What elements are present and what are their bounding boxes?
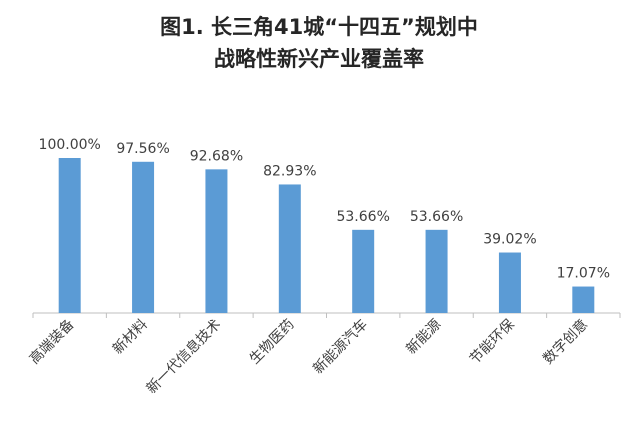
chart-title-line-2: 战略性新兴产业覆盖率	[214, 47, 424, 71]
data-label: 97.56%	[116, 141, 169, 157]
bar	[425, 229, 448, 313]
data-label: 100.00%	[39, 137, 101, 153]
bar	[278, 184, 301, 313]
x-tick-label: 新能源	[403, 317, 444, 358]
data-label: 92.68%	[190, 148, 243, 164]
x-tick-label: 数字创意	[540, 316, 592, 368]
bar	[132, 161, 155, 313]
x-tick-label: 高端装备	[26, 316, 78, 368]
data-label: 53.66%	[336, 209, 389, 225]
bar	[205, 169, 228, 313]
chart-title-line-1: 图1. 长三角41城“十四五”规划中	[160, 15, 478, 39]
x-tick-label: 节能环保	[467, 317, 518, 368]
x-tick-label: 新材料	[110, 317, 151, 358]
data-label: 53.66%	[410, 209, 463, 225]
x-tick-label: 生物医药	[247, 317, 298, 368]
bar	[58, 158, 81, 313]
x-tick-label: 新一代信息技术	[143, 316, 224, 397]
bar	[572, 286, 595, 313]
data-label: 17.07%	[557, 266, 610, 282]
bar	[352, 229, 375, 313]
data-label: 82.93%	[263, 163, 316, 179]
x-tick-label: 新能源汽车	[309, 316, 371, 378]
data-label: 39.02%	[483, 232, 536, 248]
bar	[498, 252, 521, 313]
